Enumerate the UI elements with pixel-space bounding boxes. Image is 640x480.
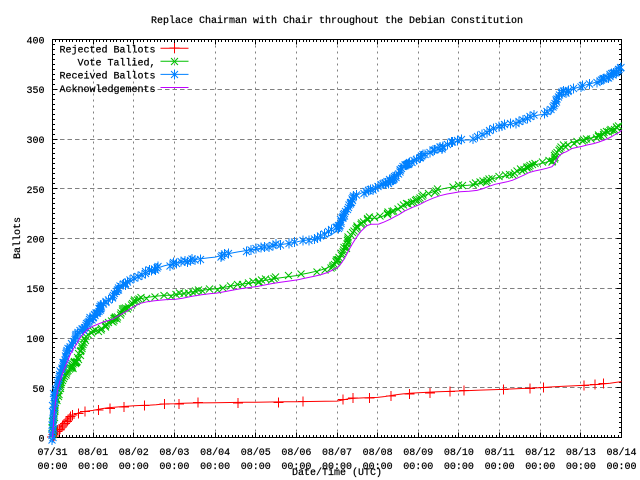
svg-text:00:00: 00:00 (281, 462, 311, 473)
svg-text:Replace Chairman with Chair th: Replace Chairman with Chair throughout t… (151, 15, 523, 27)
svg-text:00:00: 00:00 (78, 462, 108, 473)
svg-text:0: 0 (38, 435, 44, 446)
svg-text:08/11: 08/11 (485, 447, 515, 459)
svg-text:07/31: 07/31 (37, 447, 67, 459)
svg-text:08/05: 08/05 (241, 447, 271, 459)
svg-text:08/04: 08/04 (200, 447, 230, 459)
svg-text:400: 400 (26, 37, 44, 48)
svg-text:00:00: 00:00 (606, 462, 636, 473)
svg-text:08/07: 08/07 (322, 447, 352, 459)
svg-text:00:00: 00:00 (403, 462, 433, 473)
svg-text:150: 150 (26, 285, 44, 296)
svg-text:08/08: 08/08 (363, 447, 393, 459)
svg-text:00:00: 00:00 (485, 462, 515, 473)
svg-text:08/01: 08/01 (78, 447, 108, 459)
svg-text:08/06: 08/06 (281, 447, 311, 459)
svg-text:00:00: 00:00 (322, 462, 352, 473)
svg-text:08/03: 08/03 (159, 447, 189, 459)
svg-text:08/10: 08/10 (444, 447, 474, 459)
svg-text:08/02: 08/02 (119, 447, 149, 459)
svg-text:00:00: 00:00 (200, 462, 230, 473)
svg-text:Date/Time (UTC): Date/Time (UTC) (292, 467, 382, 479)
svg-text:350: 350 (26, 86, 44, 97)
svg-text:Received Ballots: Received Ballots (59, 71, 155, 83)
svg-text:08/14: 08/14 (606, 447, 636, 459)
svg-text:00:00: 00:00 (525, 462, 555, 473)
svg-text:00:00: 00:00 (37, 462, 67, 473)
svg-text:200: 200 (26, 236, 44, 247)
svg-text:00:00: 00:00 (566, 462, 596, 473)
svg-text:Vote Tallied,: Vote Tallied, (77, 58, 155, 70)
svg-text:Acknowledgements: Acknowledgements (59, 84, 155, 96)
svg-text:08/13: 08/13 (566, 447, 596, 459)
svg-text:00:00: 00:00 (363, 462, 393, 473)
svg-text:100: 100 (26, 335, 44, 346)
svg-text:08/12: 08/12 (525, 447, 555, 459)
svg-text:250: 250 (26, 186, 44, 197)
svg-text:00:00: 00:00 (159, 462, 189, 473)
svg-text:300: 300 (26, 136, 44, 147)
svg-text:50: 50 (32, 385, 44, 396)
svg-text:08/09: 08/09 (403, 447, 433, 459)
svg-text:Rejected Ballots: Rejected Ballots (59, 45, 155, 57)
svg-text:00:00: 00:00 (444, 462, 474, 473)
svg-text:Ballots: Ballots (12, 217, 24, 259)
svg-text:00:00: 00:00 (119, 462, 149, 473)
svg-text:00:00: 00:00 (241, 462, 271, 473)
